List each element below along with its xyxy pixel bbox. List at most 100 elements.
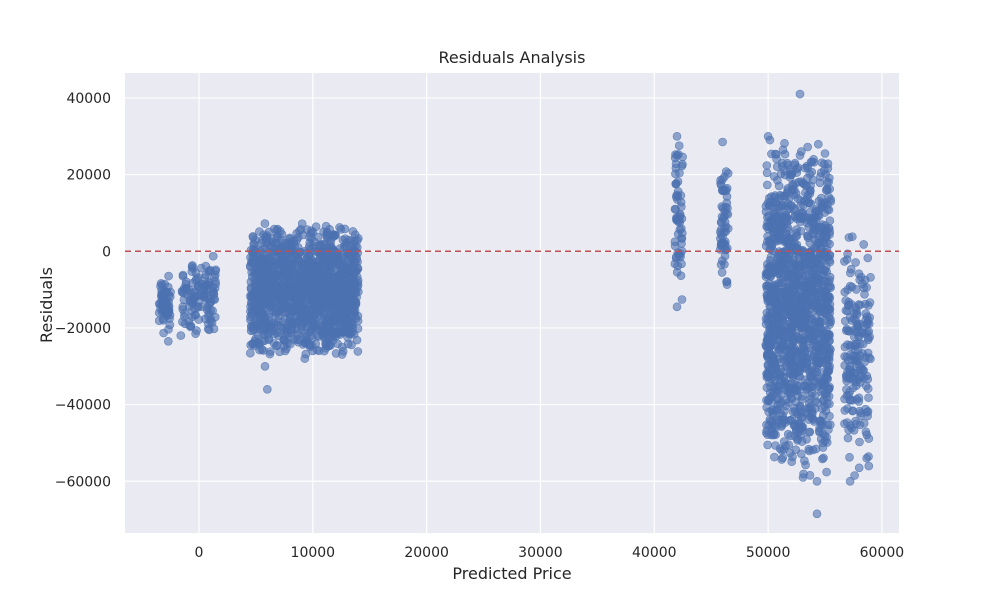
scatter-point: [805, 186, 815, 195]
scatter-point: [792, 277, 801, 286]
scatter-point: [271, 307, 281, 316]
scatter-point: [824, 305, 834, 314]
scatter-point: [674, 252, 684, 261]
scatter-point: [188, 298, 197, 308]
scatter-point: [788, 452, 797, 462]
scatter-point: [248, 258, 258, 268]
scatter-point: [315, 321, 324, 331]
scatter-point: [822, 467, 831, 477]
scatter-point: [257, 345, 267, 354]
scatter-point: [861, 309, 871, 318]
scatter-point: [786, 379, 796, 389]
y-tick-label: −20000: [55, 321, 111, 337]
scatter-point: [816, 323, 826, 333]
scatter-point: [800, 252, 809, 262]
scatter-point: [780, 170, 790, 180]
scatter-point: [786, 348, 796, 358]
scatter-point: [716, 227, 725, 237]
scatter-point: [851, 258, 860, 267]
scatter-point: [851, 303, 860, 312]
scatter-point: [803, 142, 813, 152]
scatter-point: [820, 198, 830, 207]
scatter-point: [193, 273, 203, 282]
scatter-point: [199, 290, 208, 300]
scatter-point: [285, 257, 295, 267]
scatter-point: [348, 263, 357, 272]
scatter-point: [321, 337, 331, 347]
scatter-point: [790, 211, 800, 221]
scatter-point: [307, 323, 317, 333]
scatter-point: [801, 408, 811, 418]
y-tick-label: 20000: [66, 168, 111, 184]
scatter-point: [770, 452, 779, 462]
scatter-point: [309, 314, 319, 324]
scatter-point: [251, 290, 260, 299]
scatter-point: [265, 290, 275, 300]
scatter-point: [840, 287, 850, 297]
scatter-point: [786, 431, 795, 441]
scatter-point: [330, 297, 340, 307]
scatter-point: [858, 279, 867, 289]
scatter-point: [819, 239, 829, 248]
scatter-point: [824, 392, 834, 401]
scatter-point: [824, 282, 833, 292]
scatter-point: [767, 264, 777, 274]
scatter-point: [785, 416, 794, 425]
scatter-point: [810, 391, 820, 400]
scatter-point: [247, 310, 257, 320]
scatter-point: [784, 259, 794, 269]
scatter-point: [255, 227, 264, 236]
scatter-point: [164, 336, 173, 346]
scatter-point: [808, 224, 818, 233]
scatter-point: [255, 283, 265, 293]
scatter-point: [798, 296, 807, 306]
scatter-point: [777, 455, 787, 464]
scatter-point: [763, 349, 772, 359]
scatter-point: [842, 418, 852, 427]
y-tick-label: −60000: [55, 474, 111, 490]
scatter-point: [190, 310, 200, 320]
scatter-point: [318, 295, 328, 304]
scatter-point: [843, 306, 852, 316]
scatter-point: [269, 339, 279, 348]
scatter-point: [858, 339, 868, 349]
scatter-point: [673, 187, 683, 196]
scatter-point: [855, 378, 865, 387]
scatter-point: [864, 461, 874, 471]
scatter-point: [178, 305, 188, 314]
scatter-point: [801, 317, 810, 327]
scatter-point: [319, 255, 329, 264]
scatter-point: [795, 151, 805, 160]
scatter-point: [158, 292, 168, 302]
scatter-point: [824, 173, 834, 183]
scatter-point: [808, 340, 818, 350]
scatter-point: [331, 327, 340, 337]
scatter-point: [718, 203, 728, 213]
scatter-point: [790, 158, 800, 168]
scatter-point: [763, 369, 772, 378]
scatter-point: [346, 322, 355, 332]
scatter-point: [313, 331, 322, 340]
scatter-point: [164, 307, 173, 317]
scatter-point: [301, 332, 311, 341]
scatter-point: [347, 254, 357, 264]
scatter-point: [808, 175, 818, 185]
scatter-point: [799, 469, 808, 479]
scatter-point: [856, 411, 866, 421]
scatter-point: [298, 230, 308, 240]
scatter-point: [762, 383, 772, 393]
y-axis-label: Residuals: [37, 267, 56, 343]
scatter-point: [857, 327, 866, 337]
scatter-point: [312, 279, 321, 289]
scatter-point: [820, 149, 830, 158]
scatter-point: [353, 347, 363, 356]
x-tick-label: 20000: [404, 545, 449, 561]
scatter-point: [322, 315, 332, 325]
scatter-point: [811, 258, 821, 268]
scatter-point: [197, 263, 206, 273]
scatter-point: [206, 314, 216, 324]
scatter-point: [825, 399, 834, 409]
scatter-point: [343, 295, 353, 305]
scatter-point: [847, 282, 857, 292]
scatter-point: [717, 256, 727, 266]
